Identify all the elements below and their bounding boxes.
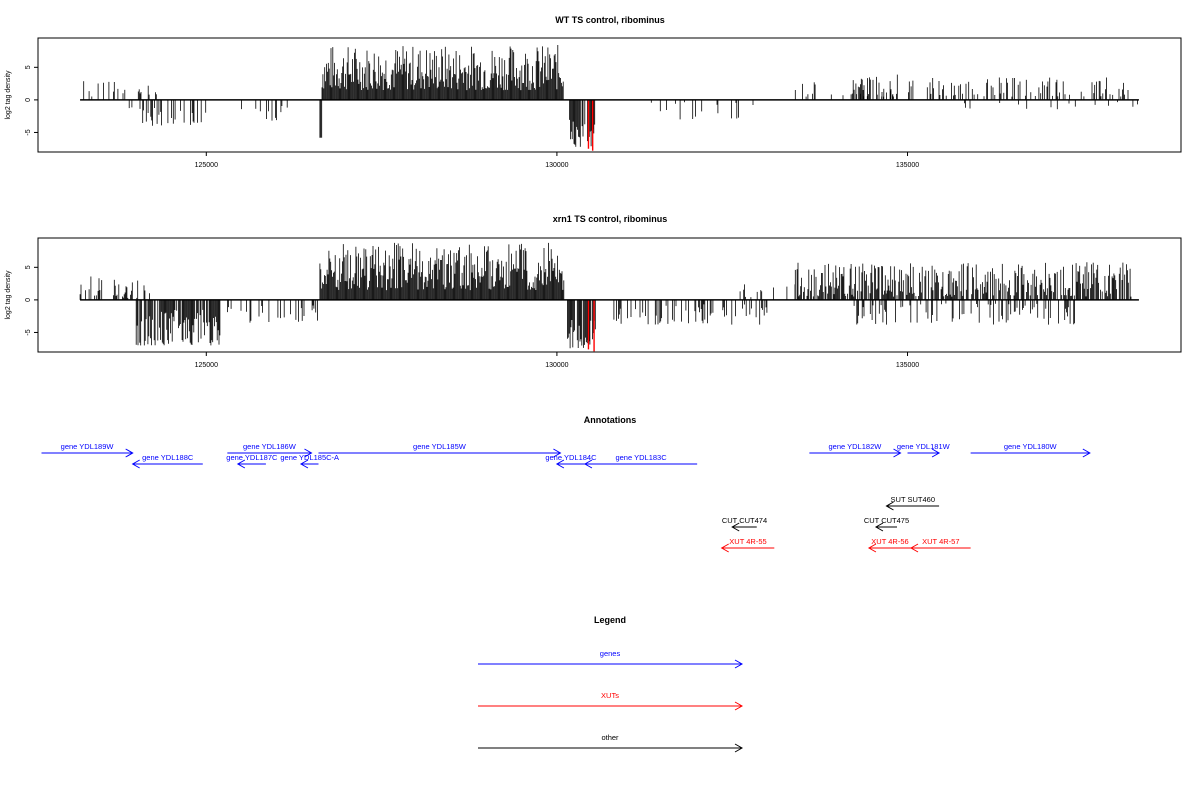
x-tick-label: 135000 <box>896 362 919 369</box>
feature-arrow: gene YDL184C <box>545 453 597 469</box>
feature-label: gene YDL181W <box>897 442 951 451</box>
x-tick-label: 125000 <box>195 362 218 369</box>
y-axis-label: log2 tag density <box>5 270 12 320</box>
feature-arrow: gene YDL183C <box>583 453 698 469</box>
feature-arrow: gene YDL182W <box>809 442 902 458</box>
arrow-head <box>731 522 740 532</box>
arrow-head <box>553 448 562 458</box>
feature-arrow: XUT 4R-56 <box>867 537 912 553</box>
feature-label: gene YDL183C <box>615 453 667 462</box>
feature-label: gene YDL182W <box>829 442 883 451</box>
arrow-head <box>734 701 744 711</box>
feature-arrow: gene YDL188C <box>131 453 203 469</box>
x-tick-label: 130000 <box>545 362 568 369</box>
feature-label: gene YDL187C <box>226 453 278 462</box>
legend-items: genes XUTs other <box>478 649 744 753</box>
feature-label: gene YDL188C <box>142 453 194 462</box>
feature-label: SUT SUT460 <box>891 495 935 504</box>
feature-arrow: gene YDL187C <box>226 453 278 469</box>
legend-item: genes <box>478 649 744 669</box>
y-tick-label: 0 <box>25 98 32 102</box>
feature-arrow: gene YDL185C-A <box>280 453 339 469</box>
y-tick-label: 0 <box>25 298 32 302</box>
arrow-head <box>299 459 309 469</box>
feature-label: gene YDL184C <box>545 453 597 462</box>
arrow-head <box>893 448 902 458</box>
arrow-head <box>867 543 877 553</box>
feature-arrow: CUT CUT474 <box>722 516 767 532</box>
legend: Legend genes XUTs other <box>478 615 744 753</box>
feature-label: XUT 4R-55 <box>729 537 766 546</box>
feature-arrow: XUT 4R-57 <box>910 537 971 553</box>
feature-label: gene YDL185C-A <box>280 453 339 462</box>
track-panel-xrn1: xrn1 TS control, ribominus -5 0 5 125000 130… <box>5 214 1182 369</box>
legend-label: other <box>601 733 619 742</box>
track-panel-wt: WT TS control, ribominus -5 0 5 125000 13000… <box>5 15 1182 169</box>
chart-title: WT TS control, ribominus <box>555 15 665 25</box>
feature-arrow: gene YDL186W <box>227 442 313 458</box>
legend-title: Legend <box>594 615 626 625</box>
arrow-head <box>304 448 313 458</box>
feature-arrow: gene YDL189W <box>41 442 134 458</box>
bar-group <box>80 45 1139 151</box>
legend-label: genes <box>600 649 621 658</box>
y-tick-label: 5 <box>25 265 32 269</box>
arrow-head <box>874 522 884 532</box>
arrow-head <box>734 743 744 753</box>
chart-title: xrn1 TS control, ribominus <box>553 214 668 224</box>
feature-arrow: SUT SUT460 <box>885 495 940 511</box>
feature-label: gene YDL189W <box>61 442 115 451</box>
feature-arrow: gene YDL180W <box>970 442 1091 458</box>
feature-label: XUT 4R-57 <box>922 537 959 546</box>
arrow-head <box>125 448 134 458</box>
legend-label: XUTs <box>601 691 619 700</box>
arrow-head <box>931 448 941 458</box>
bar-group <box>79 242 1139 352</box>
y-tick-label: -5 <box>25 329 32 335</box>
feature-label: XUT 4R-56 <box>871 537 908 546</box>
arrow-head <box>910 543 919 553</box>
x-tick-label: 135000 <box>896 162 919 169</box>
arrow-head <box>236 459 246 469</box>
arrow-head <box>1082 448 1091 458</box>
y-axis-label: log2 tag density <box>5 70 12 120</box>
axes: -5 0 5 125000 130000 135000 <box>25 65 919 169</box>
feature-arrow: gene YDL185W <box>318 442 562 458</box>
arrow-head <box>131 459 140 469</box>
arrow-head <box>583 459 593 469</box>
arrow-head <box>720 543 729 553</box>
feature-label: gene YDL186W <box>243 442 297 451</box>
plot-frame <box>37 237 1182 353</box>
x-tick-label: 125000 <box>195 162 218 169</box>
feature-label: gene YDL180W <box>1004 442 1058 451</box>
plot-frame <box>37 37 1182 153</box>
feature-label: CUT CUT475 <box>864 516 909 525</box>
annotations-title: Annotations <box>584 415 637 425</box>
arrow-head <box>734 659 744 669</box>
y-tick-label: 5 <box>25 65 32 69</box>
x-tick-label: 130000 <box>545 162 568 169</box>
feature-label: CUT CUT474 <box>722 516 767 525</box>
feature-arrow: XUT 4R-55 <box>720 537 775 553</box>
feature-arrow: gene YDL181W <box>897 442 951 458</box>
arrow-head <box>555 459 565 469</box>
axes: -5 0 5 125000 130000 135000 <box>25 265 919 369</box>
legend-item: other <box>478 733 744 753</box>
legend-item: XUTs <box>478 691 744 711</box>
feature-group: gene YDL189W gene YDL188C gene YDL186W gene… <box>41 442 1091 553</box>
feature-arrow: CUT CUT475 <box>864 516 909 532</box>
y-tick-label: -5 <box>25 129 32 135</box>
feature-label: gene YDL185W <box>413 442 467 451</box>
arrow-head <box>885 501 894 511</box>
